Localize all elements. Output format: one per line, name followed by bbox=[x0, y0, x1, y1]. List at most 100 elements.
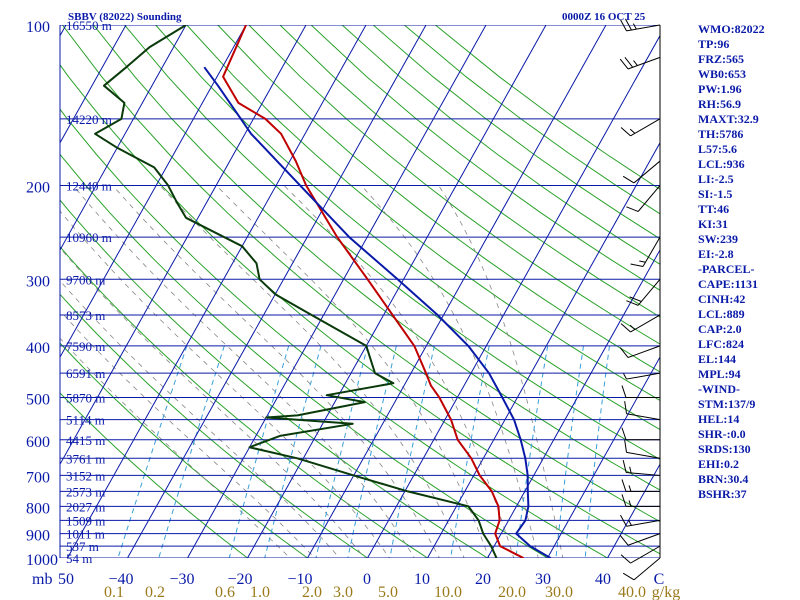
mixing-label-10: 40.0 bbox=[618, 584, 646, 600]
mixing-label-6: 5.0 bbox=[378, 584, 398, 600]
wind-barb-600 bbox=[621, 427, 660, 441]
index-ei: EI:-2.8 bbox=[698, 247, 734, 261]
index-cinh: CINH:42 bbox=[698, 292, 746, 306]
height-label-150: 14220 m bbox=[66, 112, 112, 127]
isotherm--80 bbox=[60, 25, 187, 251]
dry-adiabat-12 bbox=[186, 25, 660, 401]
wind-barb-500 bbox=[621, 385, 660, 399]
isotherm-0 bbox=[366, 34, 660, 558]
wind-heading: -WIND- bbox=[698, 382, 740, 396]
height-label-850: 1509 m bbox=[66, 513, 105, 528]
isotherm-40 bbox=[606, 463, 660, 558]
height-label-300: 9700 m bbox=[66, 272, 105, 287]
pressure-label-800: 800 bbox=[26, 500, 50, 517]
isotherm--40 bbox=[126, 25, 427, 558]
temp-tick--10: −10 bbox=[287, 571, 312, 588]
moist-adiabat-2 bbox=[60, 247, 365, 558]
index-el: EL:144 bbox=[698, 352, 737, 366]
height-label-1000: 54 m bbox=[66, 551, 92, 566]
wind-barb-200 bbox=[626, 185, 661, 212]
temp-tick-0: 0 bbox=[363, 571, 371, 588]
moist-adiabat-14 bbox=[112, 185, 440, 558]
index-ehi: EHI:0.2 bbox=[698, 457, 740, 471]
index-cape: CAPE:1131 bbox=[698, 277, 758, 291]
height-label-350: 8573 m bbox=[66, 308, 105, 323]
wind-barb-350 bbox=[620, 314, 661, 333]
index-li: LI:-2.5 bbox=[698, 172, 734, 186]
wind-barb-300 bbox=[626, 278, 661, 306]
wind-barb-550 bbox=[624, 401, 661, 421]
wind-barb-115 bbox=[619, 56, 661, 70]
pressure-label-500: 500 bbox=[26, 392, 50, 409]
isotherm-20 bbox=[486, 248, 660, 558]
mixing-label-1: 0.2 bbox=[145, 584, 165, 600]
moist-adiabat-30 bbox=[360, 185, 539, 558]
temp-tick--50: 50 bbox=[58, 571, 74, 588]
pressure-label-200: 200 bbox=[26, 179, 50, 196]
wind-barb-650 bbox=[624, 439, 661, 459]
wind-barb-800 bbox=[621, 494, 660, 507]
wind-barb-950 bbox=[620, 545, 661, 564]
index-pw: PW:1.96 bbox=[698, 82, 742, 96]
dry-adiabat-5 bbox=[60, 153, 549, 558]
index-maxt: MAXT:32.9 bbox=[698, 112, 759, 126]
dry-adiabat-15 bbox=[279, 25, 660, 318]
height-label-800: 2027 m bbox=[66, 499, 105, 514]
dry-adiabat-2 bbox=[60, 293, 369, 558]
index-wb0: WB0:653 bbox=[698, 67, 746, 81]
index-lcl: LCL:936 bbox=[698, 157, 745, 171]
dry-adiabat-9 bbox=[93, 25, 660, 491]
height-label-450: 6591 m bbox=[66, 366, 105, 381]
temp-unit-label: C bbox=[654, 571, 665, 588]
temp-tick-10: 10 bbox=[414, 571, 430, 588]
isotherm--90 bbox=[60, 25, 127, 144]
pressure-label-700: 700 bbox=[26, 469, 50, 486]
moist-adiabat-18 bbox=[159, 185, 465, 558]
wind-barb-850 bbox=[620, 514, 661, 527]
wind-barb-400 bbox=[619, 345, 661, 358]
mixing-label-2: 0.6 bbox=[215, 584, 235, 600]
wind-barb-450 bbox=[623, 372, 661, 380]
dry-adiabat-7 bbox=[60, 63, 660, 555]
index-shr: SHR-:0.0 bbox=[698, 427, 746, 441]
index-ki: KI:31 bbox=[698, 217, 728, 231]
temp-tick-40: 40 bbox=[595, 571, 611, 588]
wind-barb-180 bbox=[622, 160, 661, 184]
mixing-ratio-line-7 bbox=[450, 345, 490, 558]
moist-adiabat--6 bbox=[60, 310, 316, 558]
height-label-750: 2573 m bbox=[66, 484, 105, 499]
index-si: SI:-1.5 bbox=[698, 187, 733, 201]
isotherm--10 bbox=[306, 25, 607, 558]
moist-adiabat-22 bbox=[216, 185, 490, 558]
isotherm--30 bbox=[186, 25, 487, 558]
wind-barbs bbox=[619, 18, 661, 581]
dry-adiabat-11 bbox=[155, 25, 660, 431]
index-lfc: LFC:824 bbox=[698, 337, 744, 351]
index-hel: HEL:14 bbox=[698, 412, 740, 426]
height-label-200: 12440 m bbox=[66, 178, 112, 193]
temp-tick--20: −20 bbox=[227, 571, 252, 588]
mixing-unit-label: g/kg bbox=[652, 584, 680, 600]
mixing-label-8: 20.0 bbox=[498, 584, 526, 600]
index-bshr: BSHR:37 bbox=[698, 487, 747, 501]
index-l57: L57:5.6 bbox=[698, 142, 737, 156]
height-label-250: 10960 m bbox=[66, 230, 112, 245]
pressure-label-900: 900 bbox=[26, 528, 50, 545]
isotherm-30 bbox=[546, 356, 660, 558]
moist-adiabat--2 bbox=[60, 280, 341, 558]
chart-time: 0000Z 16 OCT 25 bbox=[562, 11, 646, 23]
height-label-950: 537 m bbox=[66, 539, 99, 554]
pressure-label-300: 300 bbox=[26, 273, 50, 290]
dry-adiabat-0 bbox=[60, 392, 249, 558]
height-label-550: 5114 m bbox=[66, 413, 105, 428]
mixing-label-5: 3.0 bbox=[333, 584, 353, 600]
index-cap: CAP:2.0 bbox=[698, 322, 742, 336]
mixing-ratio-line-8 bbox=[515, 345, 549, 558]
pressure-label-600: 600 bbox=[26, 434, 50, 451]
height-label-700: 3152 m bbox=[66, 468, 105, 483]
index-tp: TP:96 bbox=[698, 37, 730, 51]
index-mpl: MPL:94 bbox=[698, 367, 741, 381]
dry-adiabat-14 bbox=[248, 25, 660, 345]
